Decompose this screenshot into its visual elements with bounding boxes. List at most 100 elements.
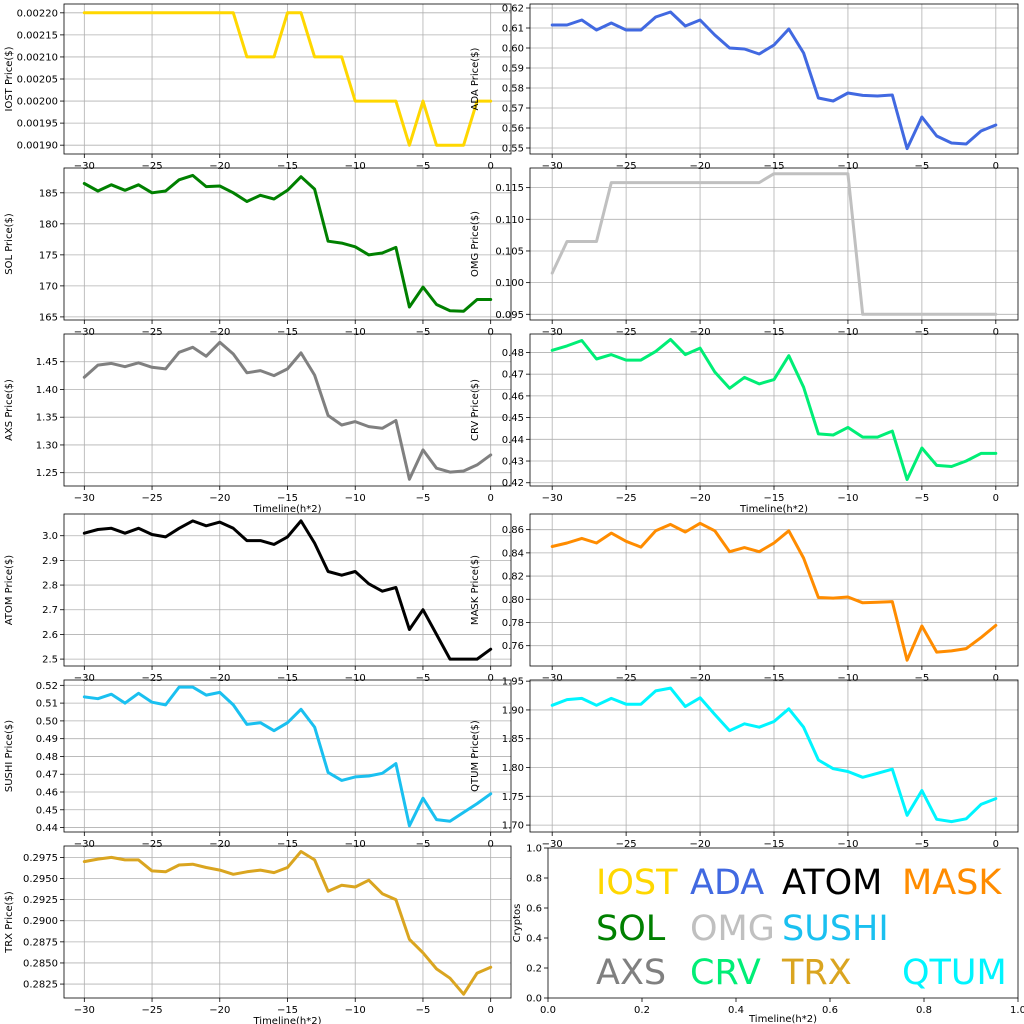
sol-price-line — [82, 173, 493, 313]
mask-ytick-label: 0.82 — [502, 572, 524, 583]
sol-xtick-label: −25 — [141, 327, 162, 338]
legend-word-ada: ADA — [690, 863, 764, 903]
ada-ytick-label: 0.61 — [502, 24, 524, 35]
ada-xtick-label: −5 — [915, 161, 930, 172]
atom-xtick-label: −5 — [416, 673, 431, 684]
axs-xtick-label: −5 — [416, 493, 431, 504]
axs-ytick-label: 1.35 — [36, 413, 58, 424]
omg-xtick-label: −30 — [542, 327, 563, 338]
axs-xtick-label: −25 — [141, 493, 162, 504]
chart-crv: −30 −25 −20 −15 −10 −5 0 0.42 0.43 0.44 0.45 0.46 0.… — [470, 333, 1019, 515]
crv-xtick-label: −30 — [542, 493, 563, 504]
axs-xtick-label: −30 — [74, 493, 95, 504]
sushi-xtick-label: −30 — [74, 839, 95, 850]
chart-ada: −30 −25 −20 −15 −10 −5 0 0.55 0.56 0.57 0.58 0.59 0.… — [470, 3, 1019, 172]
sushi-xtick-label: −10 — [345, 839, 366, 850]
sol-xtick-label: −15 — [277, 327, 298, 338]
mask-ytick-label: 0.84 — [502, 548, 524, 559]
crv-xtick-label: −20 — [690, 493, 711, 504]
legend-word-crv: CRV — [690, 953, 761, 993]
atom-ylabel: ATOM Price($) — [4, 555, 15, 626]
crv-ytick-label: 0.45 — [502, 413, 524, 424]
omg-ylabel: OMG Price($) — [470, 211, 481, 277]
sol-xtick-label: −10 — [345, 327, 366, 338]
crv-xtick-label: 0 — [993, 493, 999, 504]
axs-frame — [63, 333, 512, 487]
mask-xtick-label: −10 — [837, 673, 858, 684]
trx-xtick-label: −30 — [74, 1005, 95, 1016]
axs-xtick-label: −20 — [209, 493, 230, 504]
legend-panel: 0.0 0.2 0.4 0.6 0.8 1.0 0.0 0.2 0.4 0.6 0.8 1.0 Cryp… — [512, 844, 1024, 1024]
mask-ytick-label: 0.76 — [502, 641, 524, 652]
ada-xtick-label: −10 — [837, 161, 858, 172]
legend-xtick-label: 0.2 — [634, 1005, 650, 1016]
ada-frame — [529, 3, 1019, 155]
legend-xtick-label: 0.0 — [540, 1005, 556, 1016]
crv-ytick-label: 0.42 — [502, 478, 524, 489]
legend-word-omg: OMG — [690, 909, 775, 949]
atom-price-line — [82, 519, 493, 661]
trx-xtick-label: −20 — [209, 1005, 230, 1016]
omg-ytick-label: 0.095 — [495, 310, 524, 321]
sushi-ytick-label: 0.49 — [36, 734, 58, 745]
sushi-ytick-label: 0.44 — [36, 823, 58, 834]
sushi-ytick-label: 0.47 — [36, 770, 58, 781]
legend-xtick-label: 1.0 — [1010, 1005, 1024, 1016]
crv-xtick-label: −10 — [837, 493, 858, 504]
crv-ylabel: CRV Price($) — [470, 379, 481, 441]
sushi-xtick-label: −25 — [141, 839, 162, 850]
qtum-xtick-label: −20 — [690, 839, 711, 850]
omg-frame — [529, 167, 1019, 321]
ada-ytick-label: 0.59 — [502, 64, 524, 75]
ada-xtick-label: 0 — [993, 161, 999, 172]
sol-xtick-label: 0 — [487, 327, 493, 338]
atom-ytick-label: 3.0 — [42, 531, 58, 542]
ada-ytick-label: 0.57 — [502, 104, 524, 115]
chart-trx: −30 −25 −20 −15 −10 −5 0 0.2825 0.2850 0.2875 0.29… — [4, 845, 512, 1024]
qtum-xtick-label: 0 — [993, 839, 999, 850]
omg-xtick-label: −20 — [690, 327, 711, 338]
legend-xtick-label: 0.4 — [728, 1005, 744, 1016]
legend-frame — [547, 847, 1019, 999]
sushi-ylabel: SUSHI Price($) — [4, 720, 15, 792]
chart-omg: −30 −25 −20 −15 −10 −5 00.0950.1000.1050.1100.… — [470, 167, 1019, 338]
atom-xtick-label: −25 — [141, 673, 162, 684]
crv-ytick-label: 0.48 — [502, 348, 524, 359]
omg-xtick-label: −10 — [837, 327, 858, 338]
iost-ytick-label: 0.00205 — [17, 75, 58, 86]
mask-xtick-label: −20 — [690, 673, 711, 684]
trx-xtick-label: −10 — [345, 1005, 366, 1016]
ada-ytick-label: 0.56 — [502, 124, 524, 135]
mask-frame — [529, 513, 1019, 667]
legend-ytick-label: 0.2 — [526, 964, 542, 975]
omg-xtick-label: −25 — [616, 327, 637, 338]
ada-price-line — [550, 10, 998, 151]
iost-ytick-label: 0.00215 — [17, 30, 58, 41]
sushi-ytick-label: 0.50 — [36, 716, 58, 727]
omg-price-line — [550, 172, 998, 316]
atom-frame — [63, 513, 512, 667]
sol-frame — [63, 167, 512, 321]
ada-ylabel: ADA Price($) — [470, 47, 481, 110]
mask-ytick-label: 0.80 — [502, 595, 524, 606]
trx-ytick-label: 0.2950 — [23, 874, 58, 885]
crv-xtick-label: −15 — [763, 493, 784, 504]
sol-xtick-label: −5 — [416, 327, 431, 338]
mask-xtick-label: −15 — [763, 673, 784, 684]
sol-ytick-label: 170 — [39, 281, 58, 292]
omg-xtick-label: −15 — [763, 327, 784, 338]
qtum-ytick-label: 1.85 — [502, 734, 524, 745]
crv-ytick-label: 0.47 — [502, 370, 524, 381]
omg-xtick-label: 0 — [993, 327, 999, 338]
trx-ylabel: TRX Price($) — [4, 891, 15, 954]
legend-xlabel: Timeline(h*2) — [748, 1014, 817, 1024]
axs-ytick-label: 1.30 — [36, 440, 58, 451]
atom-ytick-label: 2.7 — [42, 605, 58, 616]
ada-ytick-label: 0.62 — [502, 4, 524, 15]
iost-ytick-label: 0.00220 — [17, 8, 58, 19]
axs-xtick-label: −15 — [277, 493, 298, 504]
trx-ytick-label: 0.2850 — [23, 958, 58, 969]
ada-xtick-label: −30 — [542, 161, 563, 172]
qtum-ylabel: QTUM Price($) — [470, 720, 481, 792]
